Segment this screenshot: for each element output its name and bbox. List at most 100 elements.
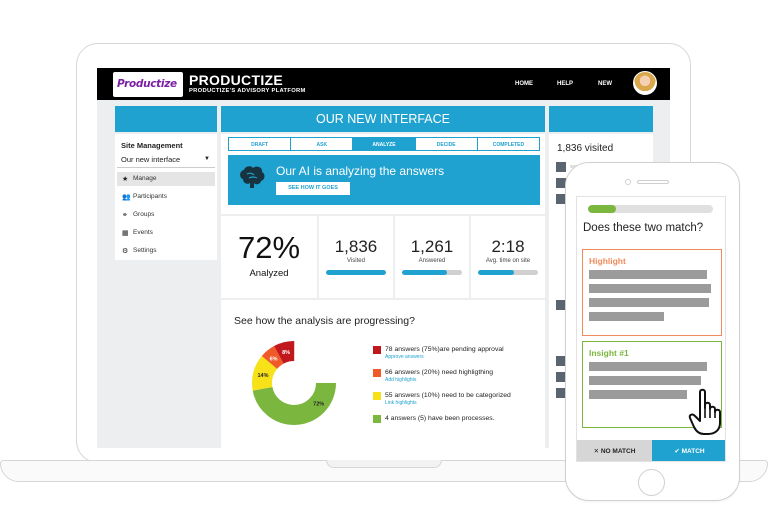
avatar xyxy=(556,178,566,188)
legend-text: 66 answers (20%) need highligthing xyxy=(385,369,494,376)
page-title: OUR NEW INTERFACE xyxy=(221,106,545,132)
avatar xyxy=(556,356,566,366)
sidebar-item-events[interactable]: ▦ Events xyxy=(117,226,215,240)
sidebar-item-label: Settings xyxy=(133,247,157,254)
stat-avg-time: 2:18 Avg. time on site xyxy=(471,216,545,298)
brand-title: PRODUCTIZE xyxy=(189,72,283,88)
stat-progress-fill xyxy=(478,270,514,275)
step-decide[interactable]: DECIDE xyxy=(414,137,477,151)
sidebar-header xyxy=(115,106,217,132)
analyzed-label: Analyzed xyxy=(249,268,289,279)
highlight-card[interactable]: Highlight xyxy=(582,249,722,336)
donut-slice-label: 72% xyxy=(313,401,324,407)
nav-home[interactable]: HOME xyxy=(515,81,533,87)
sidebar-item-groups[interactable]: ⚭ Groups xyxy=(117,208,215,222)
people-icon: 👥 xyxy=(122,194,131,201)
phone-speaker xyxy=(637,180,669,184)
match-progress xyxy=(588,205,713,213)
add-highlights-link[interactable]: Add highlights xyxy=(385,377,417,383)
nav-new[interactable]: NEW xyxy=(598,81,612,87)
donut-slice xyxy=(252,341,336,425)
legend-swatch xyxy=(373,415,381,423)
stat-progress xyxy=(402,270,462,275)
donut-chart: 72% 14% 6% 8% xyxy=(252,341,336,425)
chevron-down-icon: ▼ xyxy=(204,156,210,162)
link-highlights-link[interactable]: Link highlights xyxy=(385,400,417,406)
card-title: Highlight xyxy=(589,256,626,266)
donut-slice xyxy=(252,341,336,425)
stat-analyzed: 72% Analyzed xyxy=(221,216,317,298)
no-match-button[interactable]: ✕ NO MATCH xyxy=(577,440,652,461)
donut-slice-label: 14% xyxy=(257,373,268,379)
legend-item: 55 answers (10%) need to be categorized … xyxy=(371,390,541,413)
insight-card[interactable]: Insight #1 xyxy=(582,341,722,428)
ai-banner: Our AI is analyzing the answers SEE HOW … xyxy=(228,155,540,205)
interface-select[interactable]: Our new interface ▼ xyxy=(117,152,215,168)
legend-text: 4 answers (5) have been processes. xyxy=(385,415,495,422)
no-match-label: NO MATCH xyxy=(600,448,636,455)
brain-icon xyxy=(240,166,265,188)
match-progress-fill xyxy=(588,205,616,213)
donut-slice-label: 6% xyxy=(270,356,278,362)
nav-help[interactable]: HELP xyxy=(557,81,574,87)
star-icon: ★ xyxy=(122,176,129,183)
groups-icon: ⚭ xyxy=(122,212,128,219)
check-icon: ✔ xyxy=(674,448,682,455)
step-progress: DRAFT ASK ANALYZE DECIDE COMPLETED xyxy=(228,137,541,151)
match-button[interactable]: ✔ MATCH xyxy=(652,440,725,461)
legend-item: 66 answers (20%) need highligthing Add h… xyxy=(371,367,541,390)
avatar xyxy=(556,300,566,310)
sidebar-item-settings[interactable]: ⚙ Settings xyxy=(117,244,215,258)
match-label: MATCH xyxy=(681,448,705,455)
analysis-panel: See how the analysis are progressing? 72… xyxy=(221,300,545,448)
legend-text: 78 answers (75%)are pending approval xyxy=(385,346,504,353)
stat-value: 1,261 xyxy=(410,237,454,256)
close-icon: ✕ xyxy=(593,448,601,455)
logo[interactable]: Productize xyxy=(113,72,183,97)
legend-item: 78 answers (75%)are pending approval App… xyxy=(371,344,541,367)
match-question: Does these two match? xyxy=(583,222,704,234)
sidebar: Site Management Our new interface ▼ ★ Ma… xyxy=(115,134,217,260)
top-bar: Productize PRODUCTIZE PRODUCTIZE'S ADVIS… xyxy=(97,68,670,100)
step-completed[interactable]: COMPLETED xyxy=(476,137,541,151)
stat-visited: 1,836 Visited xyxy=(319,216,393,298)
phone-camera xyxy=(625,179,631,185)
step-draft[interactable]: DRAFT xyxy=(228,137,291,151)
legend-swatch xyxy=(373,346,381,354)
sidebar-item-participants[interactable]: 👥 Participants xyxy=(117,190,215,204)
text-placeholder xyxy=(589,312,664,321)
brand-subtitle: PRODUCTIZE'S ADVISORY PLATFORM xyxy=(189,88,306,94)
avatar xyxy=(556,372,566,382)
see-how-button[interactable]: SEE HOW IT GOES xyxy=(276,182,350,195)
analyzed-value: 72% xyxy=(237,230,301,265)
donut-slice xyxy=(252,341,336,425)
approve-answers-link[interactable]: Approve answers xyxy=(385,354,424,360)
stat-label: Avg. time on site xyxy=(485,258,531,264)
chart-legend: 78 answers (75%)are pending approval App… xyxy=(371,344,541,436)
sidebar-item-label: Participants xyxy=(133,193,167,200)
card-title: Insight #1 xyxy=(589,348,629,358)
calendar-icon: ▦ xyxy=(122,230,129,237)
stat-progress-fill xyxy=(402,270,447,275)
stat-label: Answered xyxy=(418,258,446,264)
interface-select-value: Our new interface xyxy=(121,155,181,164)
hand-cursor-icon xyxy=(688,388,721,435)
avatar[interactable] xyxy=(633,71,657,95)
phone-home-button[interactable] xyxy=(638,469,665,496)
text-placeholder xyxy=(589,284,711,293)
ai-banner-text: Our AI is analyzing the answers xyxy=(276,164,445,178)
visited-count: 1,836 visited xyxy=(557,143,614,154)
right-panel-header xyxy=(549,106,653,132)
sidebar-item-label: Groups xyxy=(133,211,155,218)
gear-icon: ⚙ xyxy=(122,248,129,255)
stat-answered: 1,261 Answered xyxy=(395,216,469,298)
step-analyze[interactable]: ANALYZE xyxy=(352,137,415,151)
donut-slice-label: 8% xyxy=(282,350,290,356)
analysis-title: See how the analysis are progressing? xyxy=(234,315,415,327)
text-placeholder xyxy=(589,390,687,399)
step-ask[interactable]: ASK xyxy=(290,137,353,151)
sidebar-title: Site Management xyxy=(121,141,183,150)
steps-panel: DRAFT ASK ANALYZE DECIDE COMPLETED Our A… xyxy=(221,134,545,214)
legend-item: 4 answers (5) have been processes. xyxy=(371,413,541,436)
sidebar-item-manage[interactable]: ★ Manage xyxy=(117,172,215,186)
